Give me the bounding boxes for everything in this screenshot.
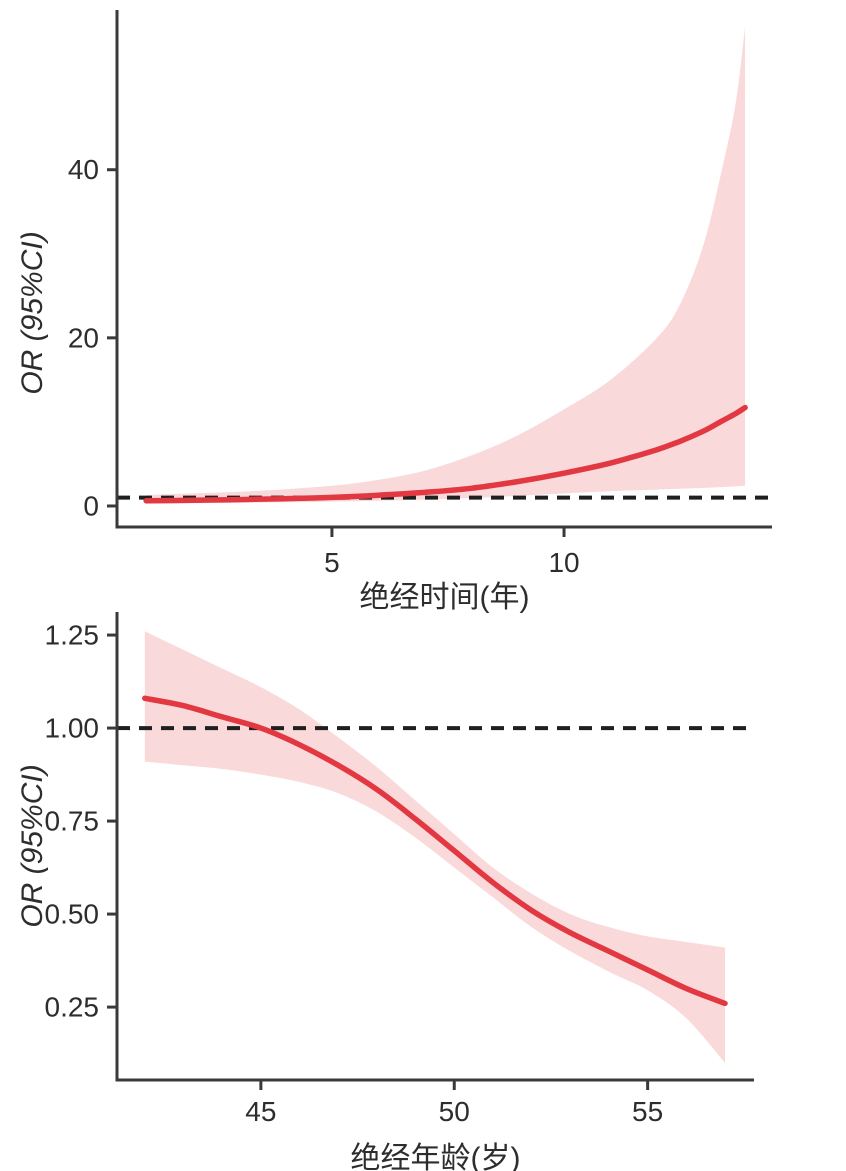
ci-band-2 xyxy=(144,631,726,1063)
y-axis-title-2: OR (95%CI) xyxy=(16,764,49,927)
y-tick-label-2-1.25: 1.25 xyxy=(45,620,100,651)
y-tick-label-2-1: 1.00 xyxy=(45,713,100,744)
x-tick-label-1-5: 5 xyxy=(324,547,340,578)
y-tick-label-1-20: 20 xyxy=(68,322,99,353)
x-tick-label-2-55: 55 xyxy=(632,1096,663,1127)
x-tick-label-2-45: 45 xyxy=(245,1096,276,1127)
chart-2: 45 50 55 0.25 0.50 0.75 1.00 1.25 绝经年龄(岁) OR (95%… xyxy=(16,612,754,1171)
ci-band-1 xyxy=(146,26,746,504)
y-axis-title-1: OR (95%CI) xyxy=(16,231,49,394)
or-curve-1 xyxy=(143,404,748,504)
x-tick-label-2-50: 50 xyxy=(439,1096,470,1127)
y-tick-label-1-40: 40 xyxy=(68,154,99,185)
y-tick-label-2-0.75: 0.75 xyxy=(45,806,100,837)
x-tick-label-1-10: 10 xyxy=(548,547,579,578)
or-curve-2 xyxy=(142,695,728,1007)
y-tick-label-2-0.5: 0.50 xyxy=(45,899,100,930)
y-tick-label-1-0: 0 xyxy=(83,490,99,521)
x-axis-title-1: 绝经时间(年) xyxy=(360,581,530,614)
chart-1: 5 10 0 20 40 绝经时间(年) OR (95%CI) xyxy=(16,10,772,614)
x-axis-title-2: 绝经年龄(岁) xyxy=(351,1142,521,1171)
y-tick-label-2-0.25: 0.25 xyxy=(45,992,100,1023)
